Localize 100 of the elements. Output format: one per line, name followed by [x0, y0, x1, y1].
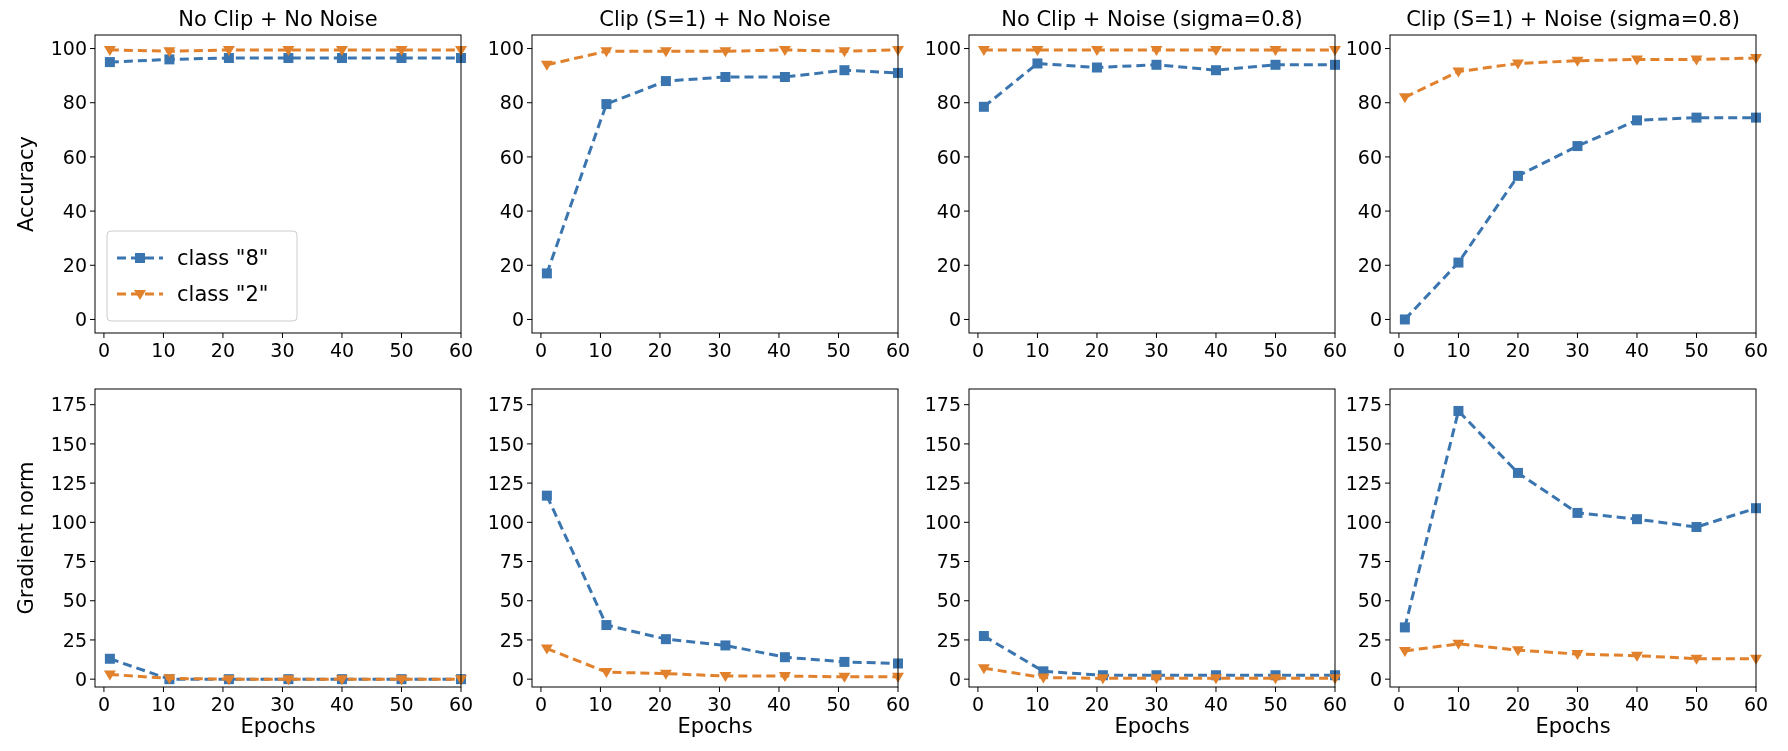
x-tick-label: 30 [1144, 339, 1169, 361]
y-tick-label: 25 [499, 628, 524, 651]
point [540, 60, 553, 71]
y-tick-label: 60 [1357, 145, 1382, 168]
point [839, 65, 850, 76]
y-tick-label: 100 [50, 510, 87, 533]
point [1691, 112, 1702, 123]
y-tick-label: 60 [936, 145, 961, 168]
point [1269, 45, 1282, 56]
x-tick-label: 0 [971, 693, 984, 715]
y-tick-label: 0 [74, 667, 87, 690]
x-tick-label: 20 [1505, 693, 1531, 715]
x-tick-label: 10 [151, 693, 176, 715]
x-tick-label: 50 [1263, 339, 1288, 361]
y-tick-label: 40 [62, 199, 87, 222]
y-tick-label: 100 [924, 37, 961, 60]
y-tick-label: 20 [62, 253, 87, 276]
y-tick-label: 150 [487, 432, 524, 455]
chart-title: Clip (S=1) + No Noise [599, 7, 831, 31]
point [1031, 45, 1044, 56]
y-tick-label: 40 [499, 199, 524, 222]
x-tick-label: 40 [329, 339, 355, 361]
point [1090, 45, 1103, 56]
x-tick-label: 10 [588, 693, 613, 715]
point [1091, 62, 1102, 73]
x-tick-label: 10 [1025, 693, 1050, 715]
y-tick-label: 75 [1357, 550, 1382, 573]
y-tick-label: 40 [1357, 199, 1382, 222]
y-tick-label: 0 [948, 308, 961, 331]
x-tick-label: 10 [1446, 693, 1471, 715]
y-tick-label: 0 [511, 308, 524, 331]
point [838, 672, 851, 683]
y-tick-label: 175 [50, 393, 87, 416]
x-tick-label: 60 [1322, 339, 1348, 361]
y-axis-title: Accuracy [14, 136, 38, 232]
x-axis-title: Epochs [677, 714, 753, 738]
x-tick-label: 30 [270, 339, 295, 361]
point [1453, 405, 1464, 416]
y-tick-label: 125 [487, 471, 524, 494]
y-tick-label: 20 [1357, 253, 1382, 276]
point [1399, 622, 1410, 633]
x-tick-label: 20 [1084, 693, 1110, 715]
y-tick-label: 125 [1345, 471, 1382, 494]
point [1572, 507, 1583, 518]
x-tick-label: 20 [1505, 339, 1531, 361]
x-tick-label: 30 [707, 339, 732, 361]
x-tick-label: 0 [97, 693, 110, 715]
chart-title: No Clip + No Noise [178, 7, 378, 31]
y-tick-label: 0 [511, 667, 524, 690]
y-tick-label: 100 [487, 510, 524, 533]
point [659, 669, 672, 680]
point [541, 268, 552, 279]
point [1452, 639, 1465, 650]
x-tick-label: 60 [885, 339, 911, 361]
x-tick-label: 0 [97, 339, 110, 361]
y-tick-label: 50 [936, 589, 961, 612]
y-tick-label: 75 [936, 550, 961, 573]
x-tick-label: 60 [448, 339, 474, 361]
x-tick-label: 10 [151, 339, 176, 361]
y-tick-label: 100 [487, 37, 524, 60]
point [719, 672, 732, 683]
point [1032, 58, 1043, 69]
point [1571, 56, 1584, 67]
point [1511, 59, 1524, 70]
legend-label: class "8" [177, 246, 269, 271]
chart-title: No Clip + Noise (sigma=0.8) [1001, 7, 1303, 31]
x-tick-label: 60 [885, 693, 911, 715]
y-tick-label: 75 [499, 550, 524, 573]
point [1571, 650, 1584, 661]
point [720, 640, 731, 651]
y-tick-label: 175 [487, 393, 524, 416]
y-tick-label: 0 [1369, 667, 1382, 690]
x-tick-label: 0 [534, 339, 547, 361]
point [1151, 59, 1162, 70]
y-tick-label: 60 [499, 145, 524, 168]
point [541, 490, 552, 501]
point [1630, 55, 1643, 66]
point [660, 76, 671, 87]
y-tick-label: 50 [1357, 589, 1382, 612]
x-tick-label: 60 [1322, 693, 1348, 715]
point [1398, 646, 1411, 657]
x-tick-label: 20 [647, 693, 673, 715]
x-tick-label: 40 [1203, 693, 1229, 715]
x-tick-label: 40 [329, 693, 355, 715]
y-tick-label: 25 [62, 628, 87, 651]
point [1690, 55, 1703, 66]
y-tick-label: 175 [924, 393, 961, 416]
point [1398, 93, 1411, 104]
y-tick-label: 80 [499, 91, 524, 114]
x-tick-label: 10 [588, 339, 613, 361]
x-tick-label: 0 [1392, 693, 1405, 715]
x-axis-title: Epochs [1535, 714, 1611, 738]
point [600, 668, 613, 679]
y-tick-label: 20 [936, 253, 961, 276]
point [1690, 654, 1703, 665]
x-tick-label: 40 [1203, 339, 1229, 361]
point [1511, 646, 1524, 657]
x-tick-label: 50 [1684, 339, 1709, 361]
point [1270, 59, 1281, 70]
point [1210, 65, 1221, 76]
